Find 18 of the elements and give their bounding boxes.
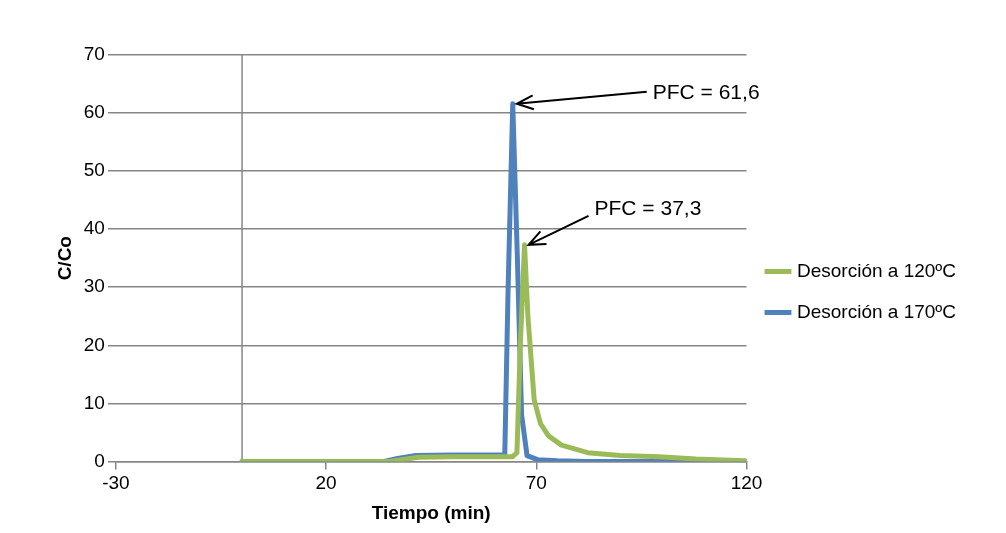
y-tick-label: 10 [83, 391, 105, 413]
y-tick-label: 20 [83, 333, 105, 355]
y-tick-label: 70 [83, 43, 105, 65]
y-tick-label: 30 [83, 275, 105, 297]
x-tick-label: -30 [102, 472, 130, 494]
y-tick-label: 50 [83, 159, 105, 181]
x-tick-label: 120 [730, 472, 763, 494]
y-axis-title: C/Co [53, 236, 75, 281]
legend-label: Desorción a 120ºC [796, 259, 957, 281]
legend-label: Desorción a 170ºC [796, 300, 957, 322]
y-tick-label: 60 [83, 101, 105, 123]
x-tick-label: 20 [315, 472, 337, 494]
annotation: PFC = 61,6 [652, 79, 760, 104]
x-axis-title: Tiempo (min) [371, 501, 491, 523]
x-tick-label: 70 [525, 472, 547, 494]
y-tick-label: 40 [83, 217, 105, 239]
y-tick-label: 0 [94, 449, 105, 471]
annotation: PFC = 37,3 [594, 195, 702, 220]
